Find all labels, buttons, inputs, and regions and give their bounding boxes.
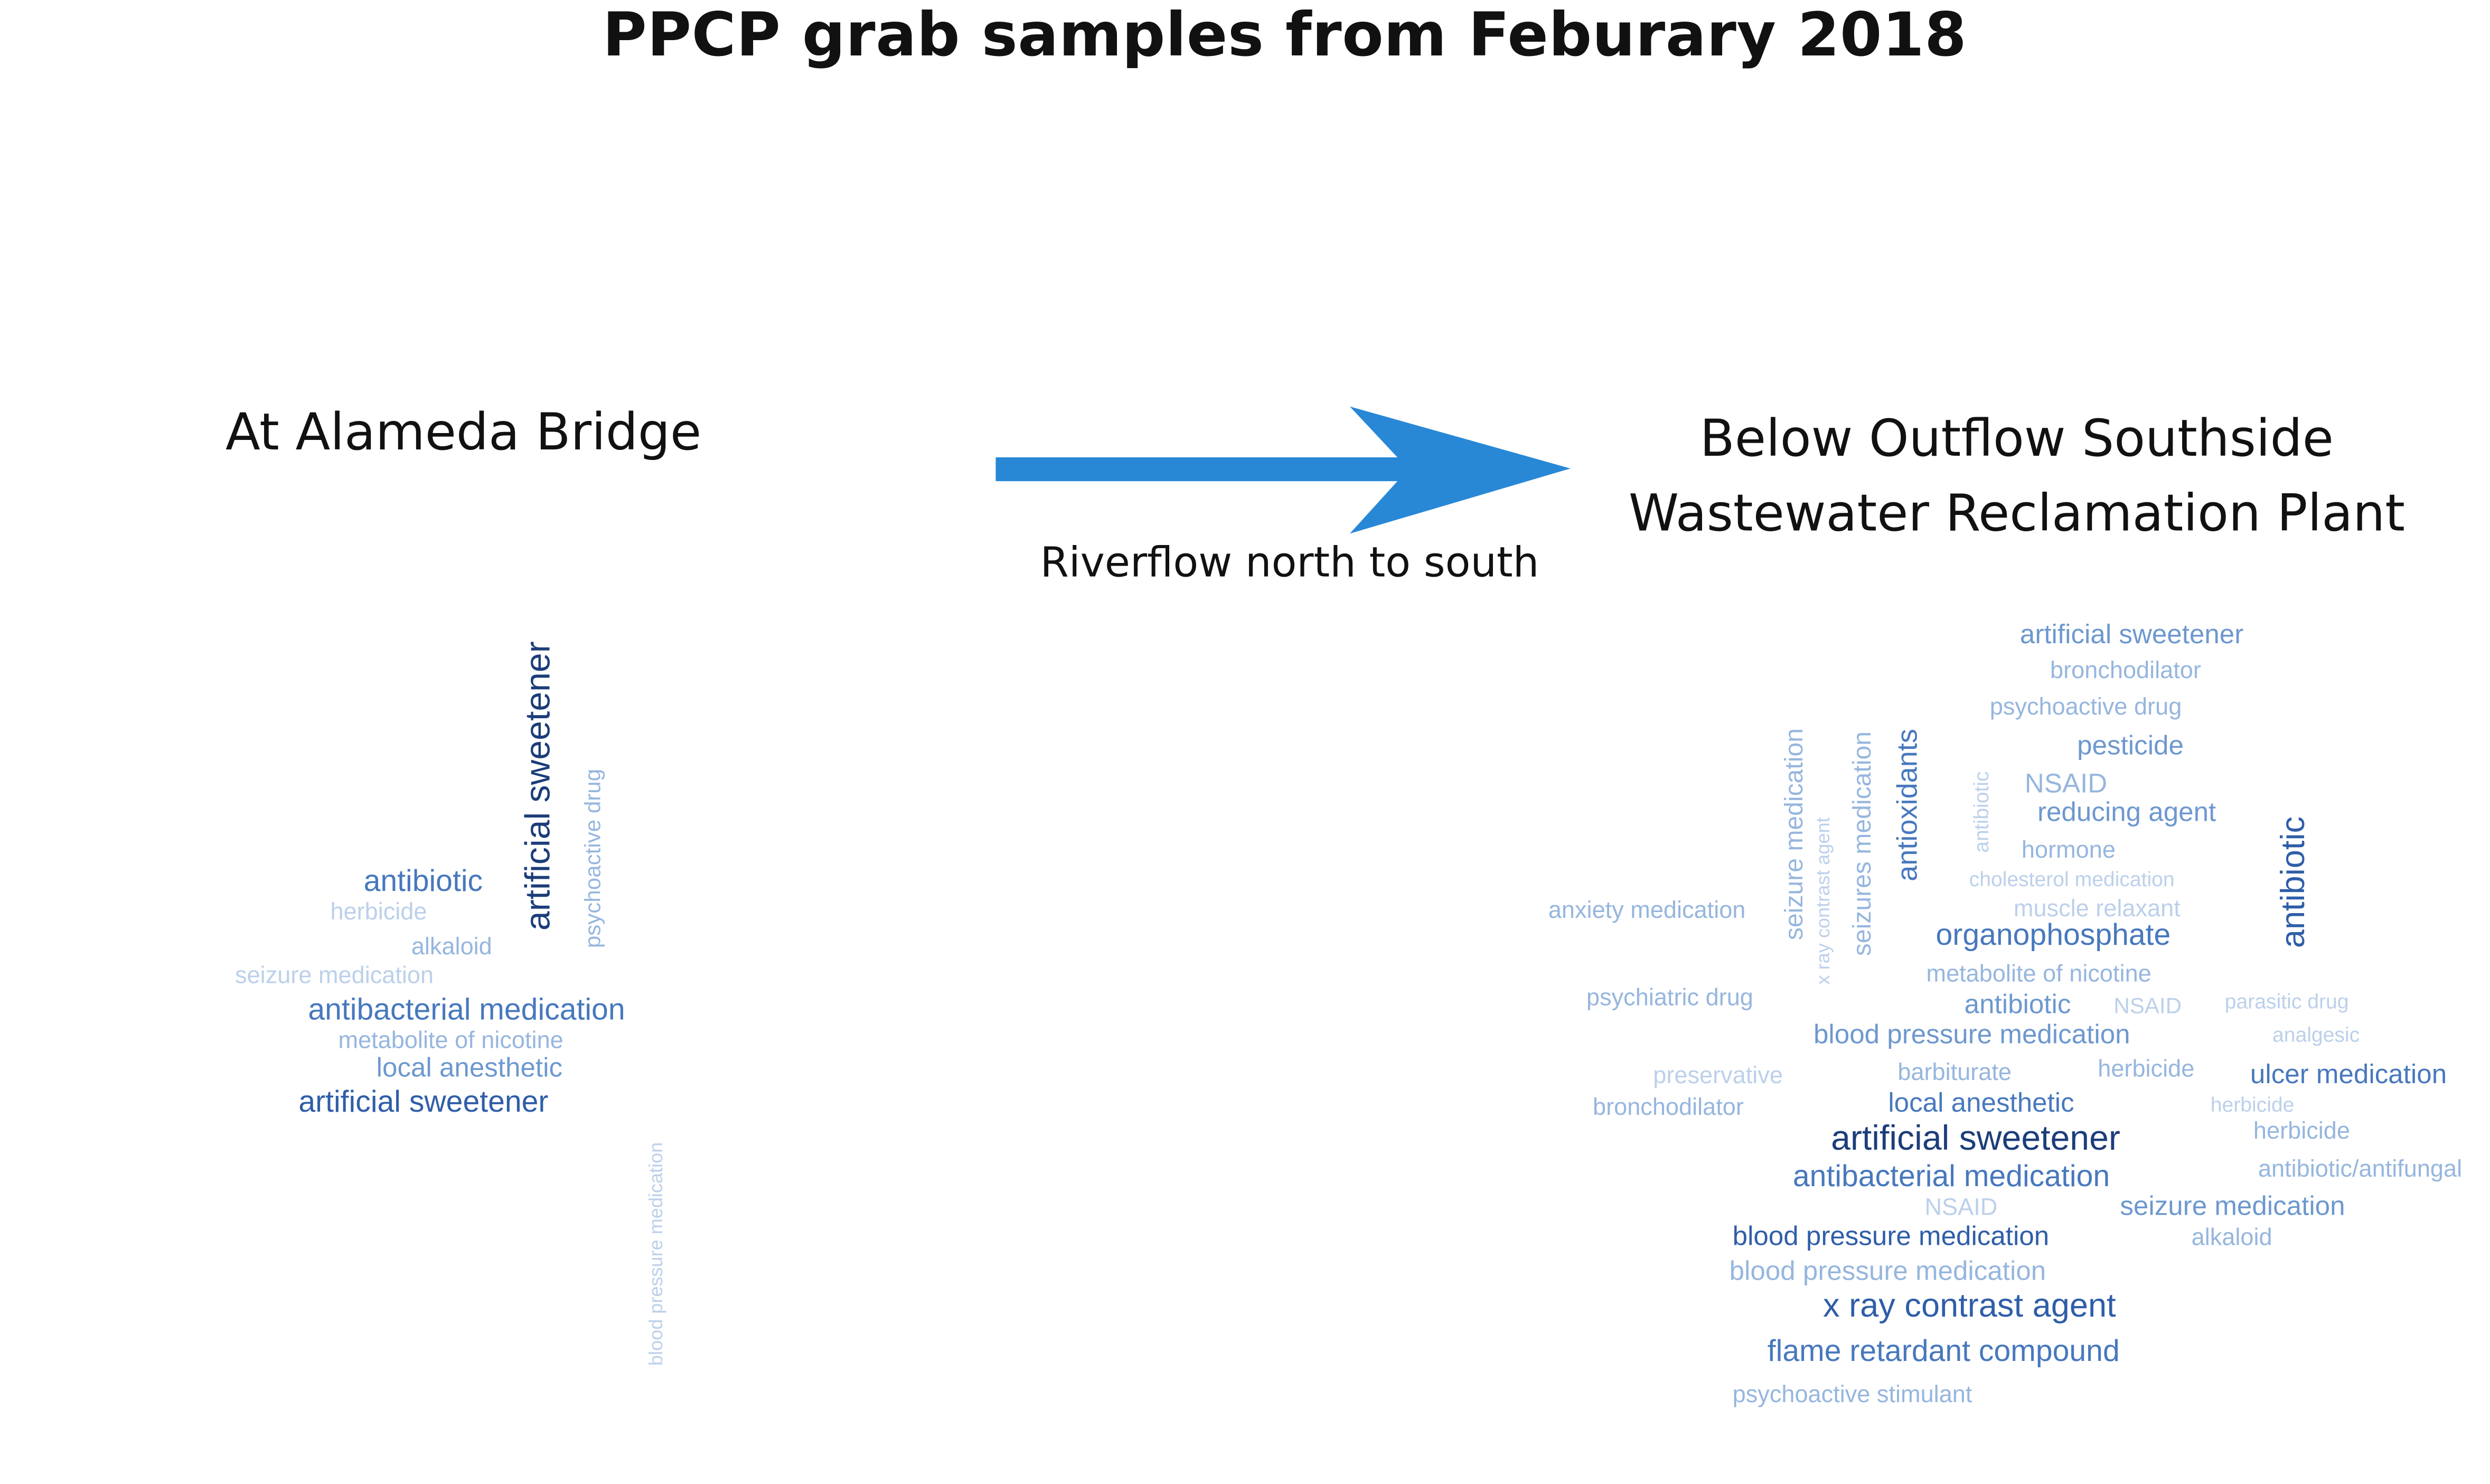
- word-down-39: blood pressure medication: [1729, 1256, 2046, 1286]
- word-down-30: herbicide: [2210, 1092, 2295, 1116]
- word-up-3: herbicide: [330, 898, 427, 926]
- word-down-15: anxiety medication: [1548, 897, 1746, 925]
- word-down-9: seizure medication: [1781, 728, 1809, 941]
- word-up-6: antibacterial medication: [308, 994, 625, 1028]
- word-up-0: artificial sweetener: [518, 641, 558, 931]
- flow-arrow-shape: [995, 406, 1571, 534]
- word-up-4: alkaloid: [411, 934, 492, 961]
- word-down-7: cholesterol medication: [1969, 867, 2175, 891]
- figure-title: PPCP grab samples from Feburary 2018: [602, 0, 1967, 70]
- word-down-32: artificial sweetener: [1831, 1117, 2120, 1158]
- word-down-35: NSAID: [1924, 1194, 1998, 1222]
- flow-arrow: [995, 406, 1571, 534]
- word-up-1: psychoactive drug: [579, 768, 605, 948]
- word-down-31: herbicide: [2253, 1117, 2350, 1145]
- flow-direction-label: Riverflow north to south: [1040, 540, 1539, 588]
- downstream-site-label-line2: Wastewater Reclamation Plant: [1628, 483, 2405, 543]
- word-down-20: NSAID: [2113, 992, 2182, 1018]
- downstream-site-label: Below Outflow Southside Wastewater Recla…: [1588, 402, 2446, 551]
- word-down-19: antibiotic: [1964, 989, 2071, 1020]
- word-down-13: antibiotic: [1969, 771, 1993, 853]
- word-up-5: seizure medication: [235, 962, 434, 990]
- word-down-17: metabolite of nicotine: [1926, 961, 2151, 988]
- word-down-4: NSAID: [2024, 768, 2108, 799]
- word-down-3: pesticide: [2077, 730, 2184, 761]
- word-down-0: artificial sweetener: [2019, 619, 2244, 650]
- word-down-40: x ray contrast agent: [1823, 1288, 2116, 1325]
- word-down-16: organophosphate: [1935, 919, 2171, 953]
- word-down-26: herbicide: [2098, 1056, 2195, 1083]
- word-down-41: flame retardant compound: [1767, 1335, 2120, 1369]
- word-down-14: antibiotic: [2276, 816, 2313, 948]
- word-down-25: barbiturate: [1897, 1059, 2012, 1086]
- word-down-38: alkaloid: [2191, 1224, 2272, 1252]
- word-up-9: artificial sweetener: [298, 1086, 549, 1120]
- word-down-21: parasitic drug: [2224, 989, 2349, 1013]
- word-down-1: bronchodilator: [2050, 657, 2201, 685]
- word-down-2: psychoactive drug: [1989, 694, 2182, 721]
- word-down-34: antibiotic/antifungal: [2258, 1156, 2463, 1184]
- word-down-22: blood pressure medication: [1813, 1019, 2130, 1050]
- word-down-12: antioxidants: [1891, 728, 1923, 881]
- word-down-23: analgesic: [2272, 1022, 2360, 1047]
- word-down-24: preservative: [1653, 1062, 1783, 1089]
- word-down-11: seizures medication: [1850, 731, 1877, 956]
- word-down-5: reducing agent: [2037, 797, 2216, 828]
- word-down-27: ulcer medication: [2250, 1059, 2447, 1089]
- downstream-site-label-line1: Below Outflow Southside: [1699, 408, 2334, 469]
- word-down-28: bronchodilator: [1593, 1094, 1744, 1121]
- word-down-42: psychoactive stimulant: [1732, 1382, 1972, 1409]
- word-up-7: metabolite of nicotine: [338, 1027, 563, 1055]
- word-down-37: blood pressure medication: [1732, 1221, 2050, 1252]
- upstream-site-label: At Alameda Bridge: [225, 401, 702, 463]
- word-down-10: x ray contrast agent: [1811, 817, 1835, 985]
- word-down-29: local anesthetic: [1888, 1087, 2074, 1118]
- word-up-2: antibiotic: [363, 865, 483, 899]
- word-up-8: local anesthetic: [376, 1053, 563, 1083]
- word-down-36: seizure medication: [2120, 1191, 2345, 1222]
- word-down-6: hormone: [2021, 837, 2116, 864]
- word-down-33: antibacterial medication: [1792, 1161, 2110, 1195]
- word-up-10: blood pressure medication: [644, 1142, 667, 1366]
- word-down-8: muscle relaxant: [2013, 895, 2181, 923]
- word-down-18: psychiatric drug: [1586, 984, 1753, 1012]
